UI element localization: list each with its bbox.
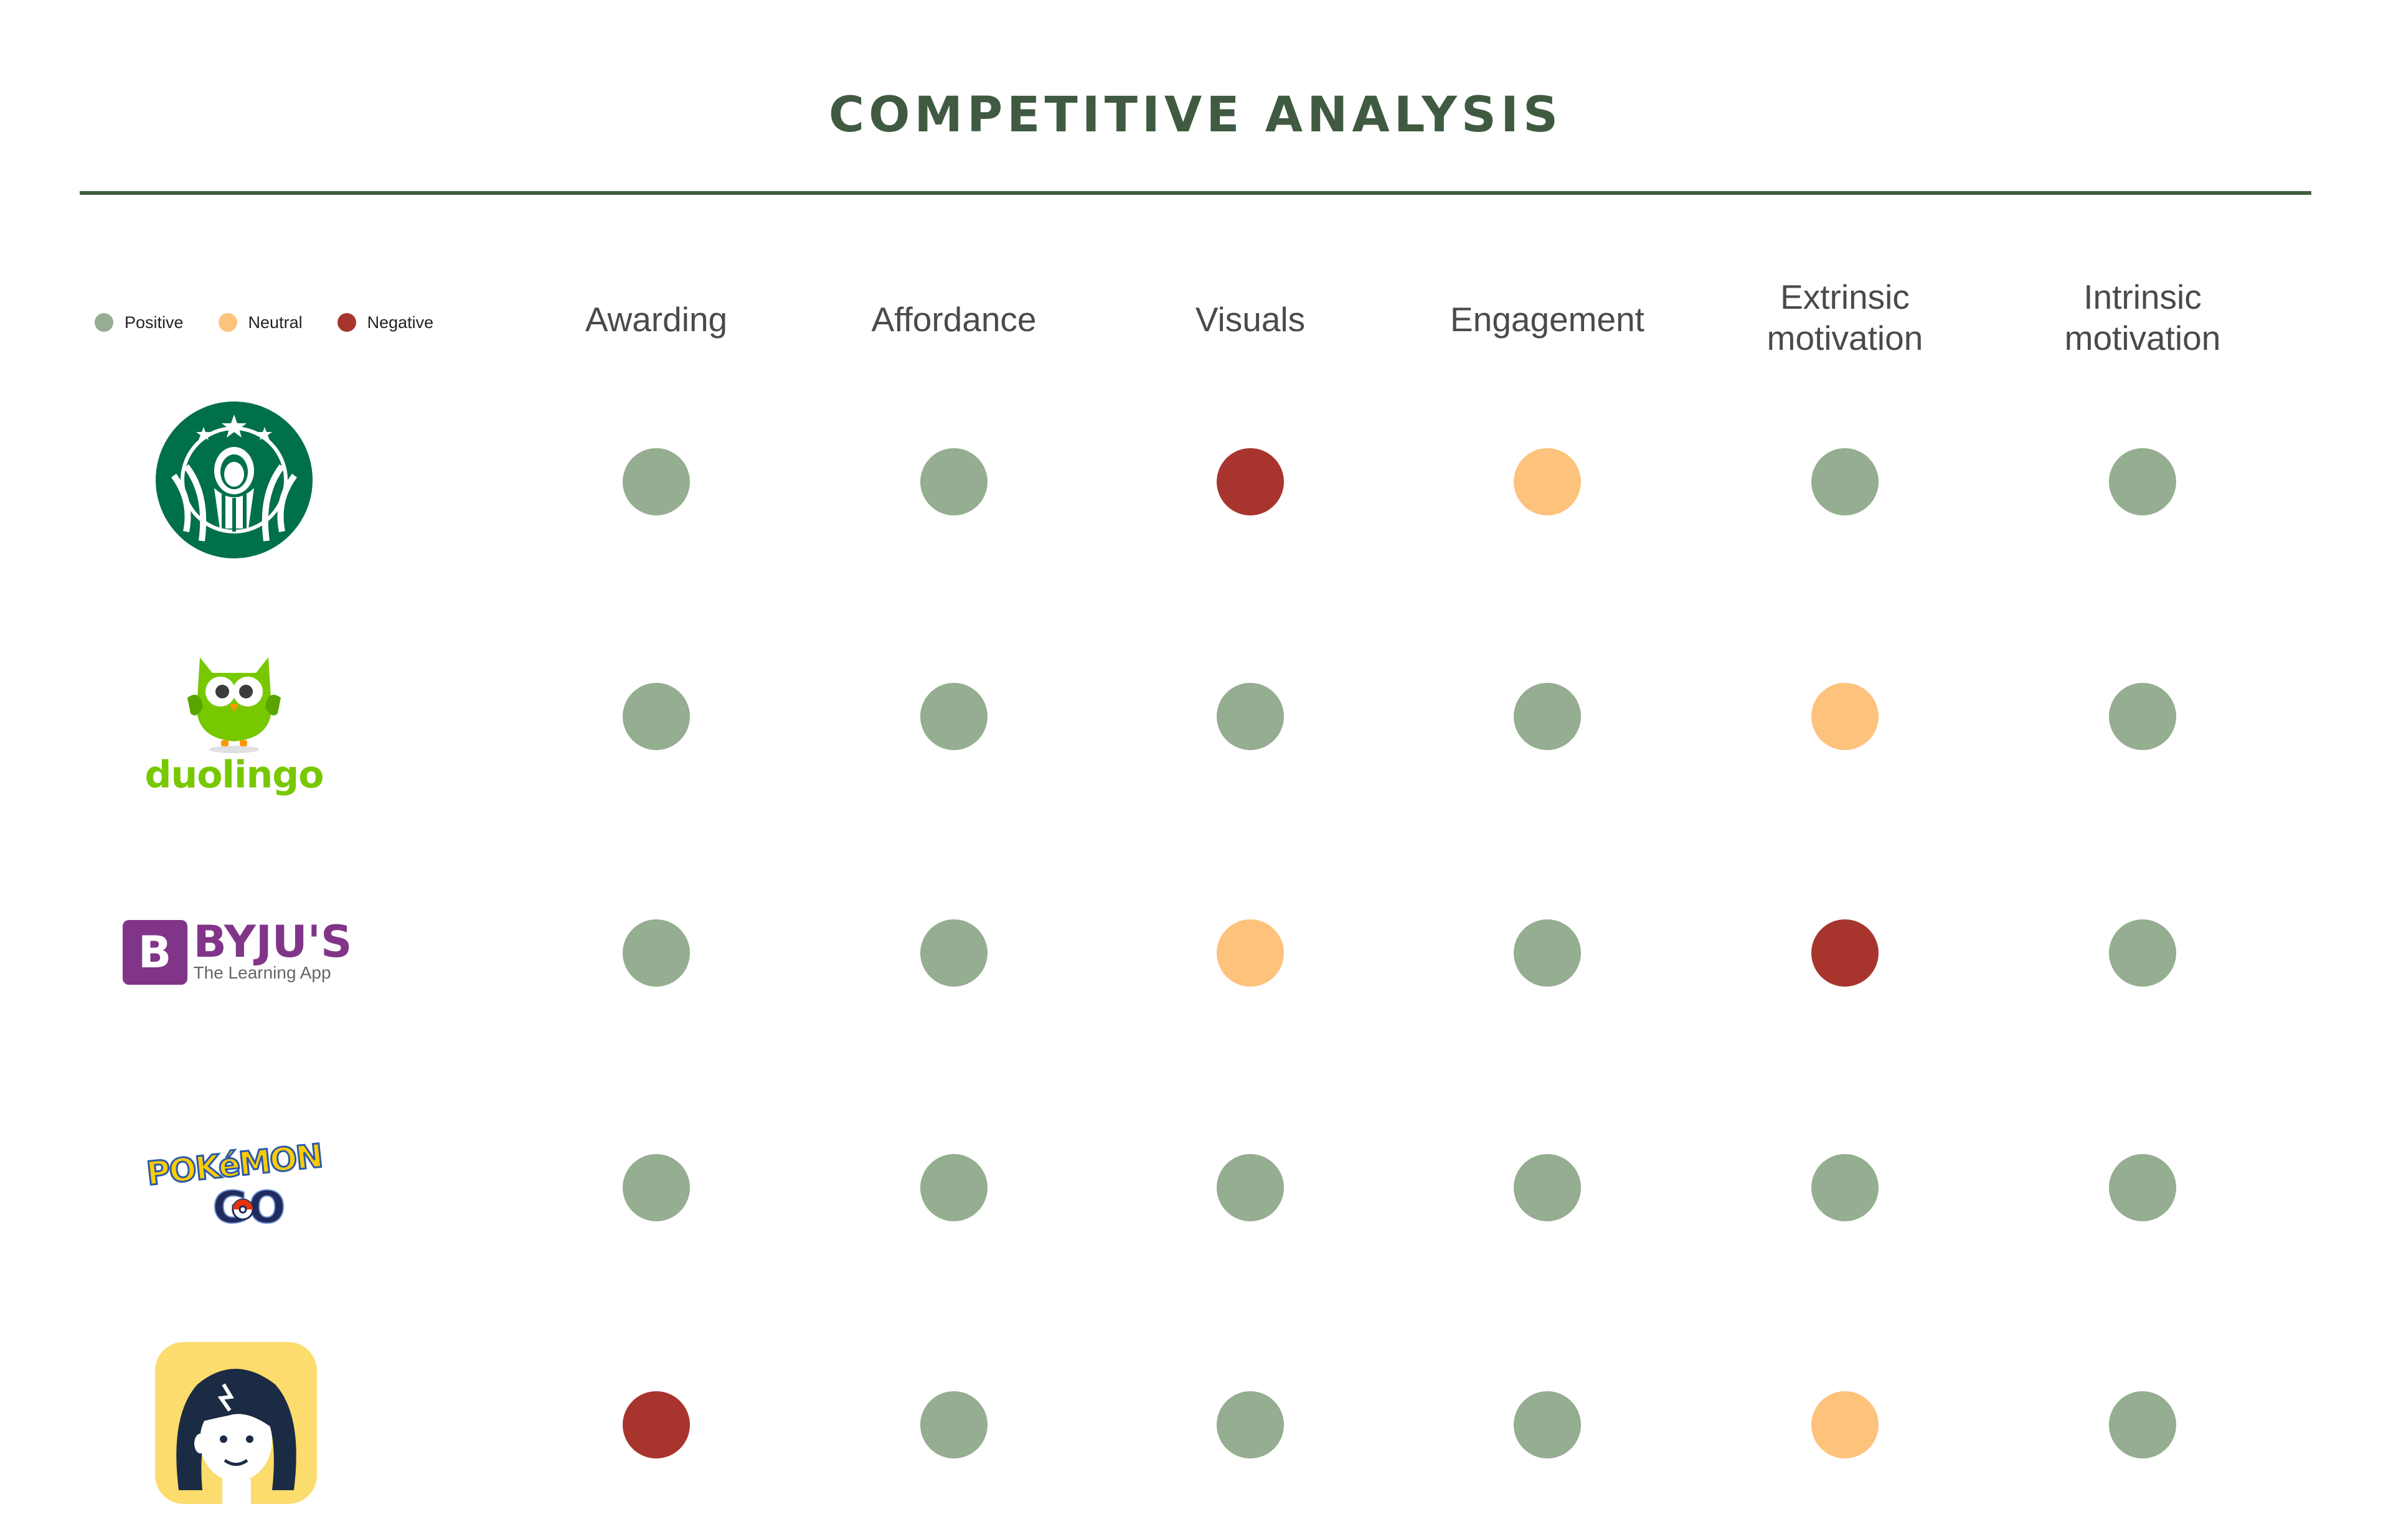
- legend-item-neutral: Neutral: [218, 312, 303, 332]
- column-header-engagement: Engagement: [1417, 299, 1678, 340]
- rating-dot-positive: [920, 1391, 988, 1458]
- byjus-tagline: The Learning App: [193, 963, 331, 982]
- column-header-line: Visuals: [1195, 300, 1306, 339]
- rating-dot-positive: [920, 683, 988, 750]
- rating-dot-negative: [1811, 919, 1879, 987]
- rating-dot-positive: [1514, 919, 1581, 987]
- column-header-line: motivation: [2064, 319, 2221, 357]
- duolingo-logo: duolingo: [145, 627, 324, 808]
- rating-dot-positive: [623, 683, 690, 750]
- duolingo-wordmark: duolingo: [144, 753, 324, 797]
- rating-dot-positive: [2109, 448, 2176, 515]
- rating-dot-positive: [623, 919, 690, 987]
- rating-dot-neutral: [1811, 1391, 1879, 1458]
- column-header-visuals: Visuals: [1120, 299, 1381, 340]
- rating-dot-positive: [623, 1154, 690, 1221]
- page-title: COMPETITIVE ANALYSIS: [828, 87, 1563, 143]
- rating-dot-neutral: [1514, 448, 1581, 515]
- pokemon-go-logo: POKéMON GO: [144, 1133, 324, 1245]
- rating-dot-positive: [1217, 1391, 1284, 1458]
- rating-dot-positive: [1811, 448, 1879, 515]
- byjus-logo: B BYJU'S The Learning App: [116, 909, 359, 996]
- column-header-line: Awarding: [585, 300, 728, 339]
- rating-dot-positive: [920, 919, 988, 987]
- rating-dot-positive: [1514, 1154, 1581, 1221]
- rating-dot-positive: [1514, 683, 1581, 750]
- cartoon-girl-app-icon: [154, 1341, 318, 1505]
- legend-label: Negative: [367, 312, 434, 332]
- rating-dot-positive: [623, 448, 690, 515]
- rating-dot-positive: [2109, 1154, 2176, 1221]
- rating-dot-positive: [920, 1154, 988, 1221]
- rating-dot-neutral: [1217, 919, 1284, 987]
- rating-dot-positive: [920, 448, 988, 515]
- byjus-b-icon: B: [122, 920, 187, 985]
- legend-swatch-positive: [95, 313, 113, 332]
- legend-label: Positive: [125, 312, 184, 332]
- legend-swatch-negative: [337, 313, 356, 332]
- column-header-line: Affordance: [871, 300, 1037, 339]
- legend-label: Neutral: [248, 312, 303, 332]
- legend-swatch-neutral: [218, 313, 237, 332]
- rating-dot-positive: [1514, 1391, 1581, 1458]
- title-divider: [80, 191, 2311, 195]
- pokeball-icon: [232, 1198, 254, 1221]
- rating-dot-negative: [623, 1391, 690, 1458]
- rating-dot-positive: [2109, 919, 2176, 987]
- column-header-extrinsic-motivation: Extrinsic motivation: [1714, 276, 1976, 359]
- column-header-line: motivation: [1766, 319, 1923, 357]
- legend: Positive Neutral Negative: [95, 310, 468, 335]
- column-header-affordance: Affordance: [823, 299, 1085, 340]
- column-header-intrinsic-motivation: Intrinsic motivation: [2012, 276, 2273, 359]
- column-header-line: Engagement: [1450, 300, 1644, 339]
- rating-dot-positive: [2109, 1391, 2176, 1458]
- rating-dot-positive: [1811, 1154, 1879, 1221]
- column-header-line: Extrinsic: [1780, 278, 1910, 316]
- byjus-wordmark: BYJU'S: [193, 916, 352, 967]
- rating-dot-positive: [1217, 1154, 1284, 1221]
- column-header-line: Intrinsic: [2083, 278, 2202, 316]
- rating-dot-neutral: [1811, 683, 1879, 750]
- legend-item-negative: Negative: [337, 312, 434, 332]
- starbucks-logo: [155, 401, 313, 559]
- rating-dot-negative: [1217, 448, 1284, 515]
- legend-item-positive: Positive: [95, 313, 184, 332]
- rating-dot-positive: [2109, 683, 2176, 750]
- column-header-awarding: Awarding: [526, 299, 787, 340]
- rating-dot-positive: [1217, 683, 1284, 750]
